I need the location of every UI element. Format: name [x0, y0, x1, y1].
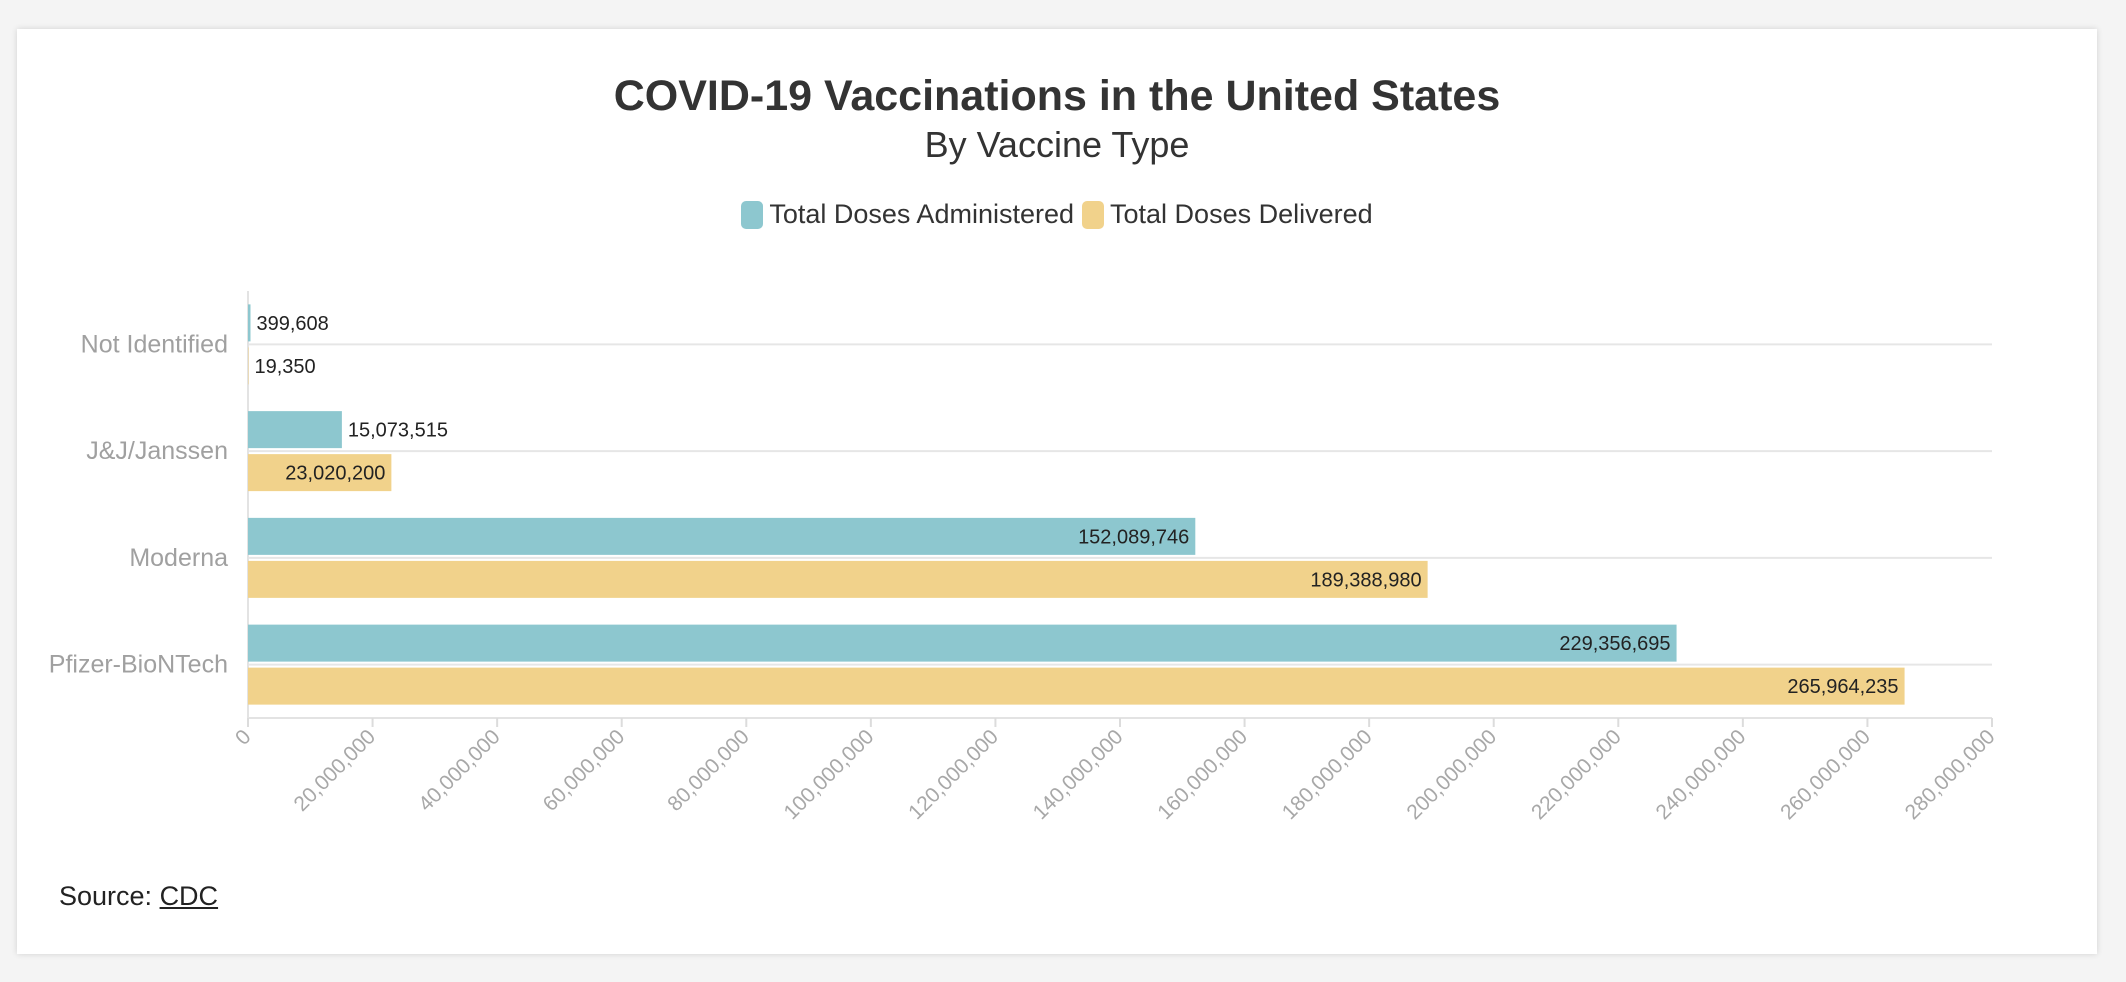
bar: [248, 667, 1905, 705]
data-label: 19,350: [255, 356, 316, 378]
legend-item-delivered[interactable]: Total Doses Delivered: [1082, 199, 1373, 230]
data-label: 189,388,980: [1310, 569, 1421, 591]
data-label: 265,964,235: [1787, 676, 1898, 698]
x-tick-label: 260,000,000: [1776, 725, 1875, 824]
x-tick-label: 180,000,000: [1278, 725, 1377, 824]
x-tick-label: 20,000,000: [290, 725, 381, 816]
x-tick-label: 140,000,000: [1029, 725, 1128, 824]
category-label: Moderna: [129, 544, 228, 572]
data-label: 229,356,695: [1559, 633, 1670, 655]
category-label: J&J/Janssen: [86, 437, 228, 465]
bar: [248, 624, 1677, 662]
bar: [248, 517, 1196, 555]
x-tick-label: 240,000,000: [1652, 725, 1751, 824]
x-tick-label: 220,000,000: [1527, 725, 1626, 824]
category-label: Not Identified: [81, 330, 228, 358]
bar: [248, 411, 342, 449]
legend-item-administered[interactable]: Total Doses Administered: [741, 199, 1074, 230]
bar: [248, 347, 249, 385]
chart-legend: Total Doses Administered Total Doses Del…: [17, 199, 2097, 230]
source-prefix: Source:: [59, 881, 160, 911]
data-label: 23,020,200: [285, 463, 385, 485]
bar-chart: 0 20,000,000 40,000,000 60,000,000 80,000,00…: [49, 291, 2000, 824]
chart-subtitle: By Vaccine Type: [924, 124, 1190, 165]
source-link[interactable]: CDC: [159, 881, 219, 911]
source-note: Source: CDC: [59, 881, 218, 912]
x-tick-label: 80,000,000: [663, 725, 754, 816]
x-tick-label: 280,000,000: [1901, 725, 2000, 824]
data-label: 15,073,515: [348, 420, 448, 442]
data-label: 152,089,746: [1078, 526, 1189, 548]
legend-swatch-delivered: [1082, 200, 1105, 229]
legend-swatch-administered: [741, 200, 764, 229]
x-tick-label: 200,000,000: [1402, 725, 1501, 824]
x-tick-label: 40,000,000: [414, 725, 505, 816]
x-tick-label: 100,000,000: [780, 725, 879, 824]
bar: [248, 560, 1428, 598]
x-tick-label: 120,000,000: [904, 725, 1003, 824]
chart-card: COVID-19 Vaccinations in the United Stat…: [17, 29, 2097, 954]
legend-label-delivered: Total Doses Delivered: [1110, 199, 1373, 229]
chart-title: COVID-19 Vaccinations in the United Stat…: [613, 72, 1501, 120]
legend-label-administered: Total Doses Administered: [769, 199, 1075, 229]
bar: [248, 304, 251, 342]
category-label: Pfizer-BioNTech: [49, 651, 228, 679]
bar: [248, 454, 392, 492]
x-tick-label: 0: [231, 725, 256, 750]
x-tick-label: 160,000,000: [1153, 725, 1252, 824]
x-tick-label: 60,000,000: [539, 725, 630, 816]
data-label: 399,608: [256, 313, 328, 335]
